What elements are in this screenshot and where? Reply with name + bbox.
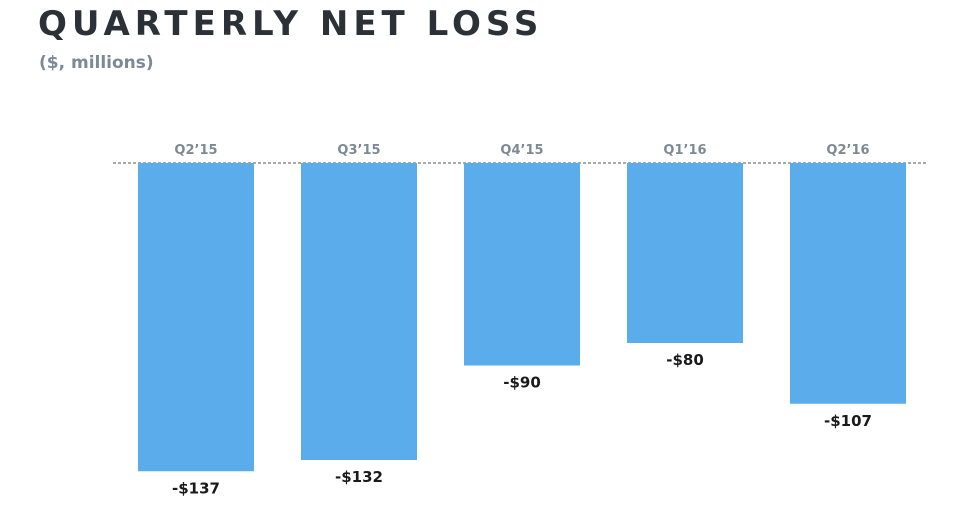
category-label-3: Q1’16 [663,143,706,158]
value-label-0: -$137 [172,479,220,497]
category-label-4: Q2’16 [826,143,869,158]
bar-2 [464,163,580,366]
labels-group: Q2’15 -$137 Q3’15 -$132 Q4’15 -$90 Q1’16 -$80 Q2… [172,143,872,497]
value-label-3: -$80 [666,351,704,369]
bars-group [138,163,906,472]
chart-title: QUARTERLY NET LOSS [38,4,544,44]
value-label-1: -$132 [335,468,383,486]
value-label-4: -$107 [824,412,872,430]
category-label-0: Q2’15 [174,143,217,158]
bar-4 [790,163,906,404]
category-label-2: Q4’15 [500,143,543,158]
value-label-2: -$90 [503,374,541,392]
chart-subtitle: ($, millions) [39,53,154,73]
bar-0 [138,163,254,472]
bar-1 [301,163,417,460]
bar-3 [627,163,743,343]
category-label-1: Q3’15 [337,143,380,158]
